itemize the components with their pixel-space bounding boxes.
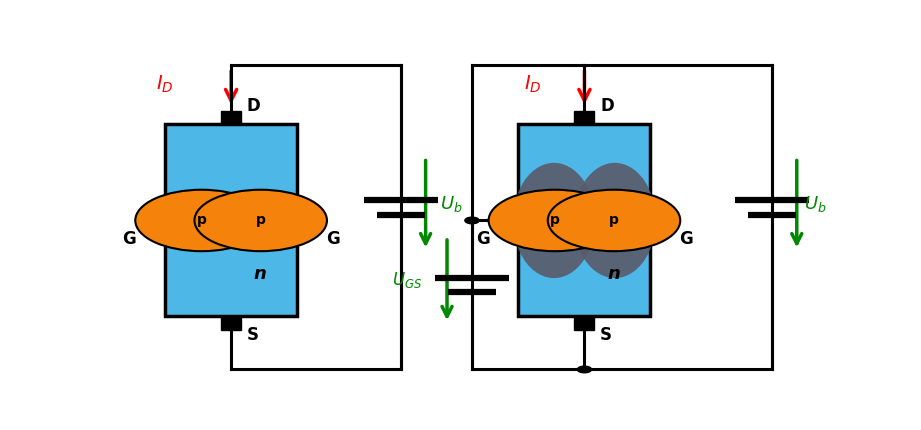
Circle shape: [465, 217, 479, 224]
Ellipse shape: [513, 163, 595, 278]
Bar: [650, 214, 672, 227]
Bar: [221, 111, 241, 124]
Text: p: p: [609, 213, 619, 227]
Bar: [221, 316, 241, 330]
Text: G: G: [326, 230, 340, 248]
Bar: [519, 124, 650, 316]
Text: p: p: [550, 213, 560, 227]
Text: n: n: [253, 265, 266, 283]
Text: $U_b$: $U_b$: [440, 194, 462, 214]
Text: G: G: [680, 230, 693, 248]
Text: S: S: [600, 326, 612, 344]
Bar: [165, 124, 297, 316]
Text: p: p: [256, 213, 265, 227]
Text: n: n: [607, 265, 620, 283]
Bar: [297, 214, 319, 227]
Circle shape: [489, 190, 621, 251]
Bar: [575, 111, 594, 124]
Text: $U_{GS}$: $U_{GS}$: [391, 270, 422, 290]
Text: S: S: [247, 326, 259, 344]
Text: G: G: [122, 230, 136, 248]
Text: D: D: [247, 97, 261, 115]
Text: D: D: [600, 97, 614, 115]
Circle shape: [135, 190, 268, 251]
Circle shape: [548, 190, 681, 251]
Bar: [575, 316, 594, 330]
Text: p: p: [196, 213, 206, 227]
Ellipse shape: [574, 163, 656, 278]
Circle shape: [577, 366, 591, 373]
Bar: [497, 214, 519, 227]
Text: $I_D$: $I_D$: [524, 74, 542, 95]
Text: $U_b$: $U_b$: [804, 194, 826, 214]
Text: $I_D$: $I_D$: [157, 74, 174, 95]
Bar: [144, 214, 165, 227]
Text: G: G: [476, 230, 490, 248]
Circle shape: [194, 190, 327, 251]
